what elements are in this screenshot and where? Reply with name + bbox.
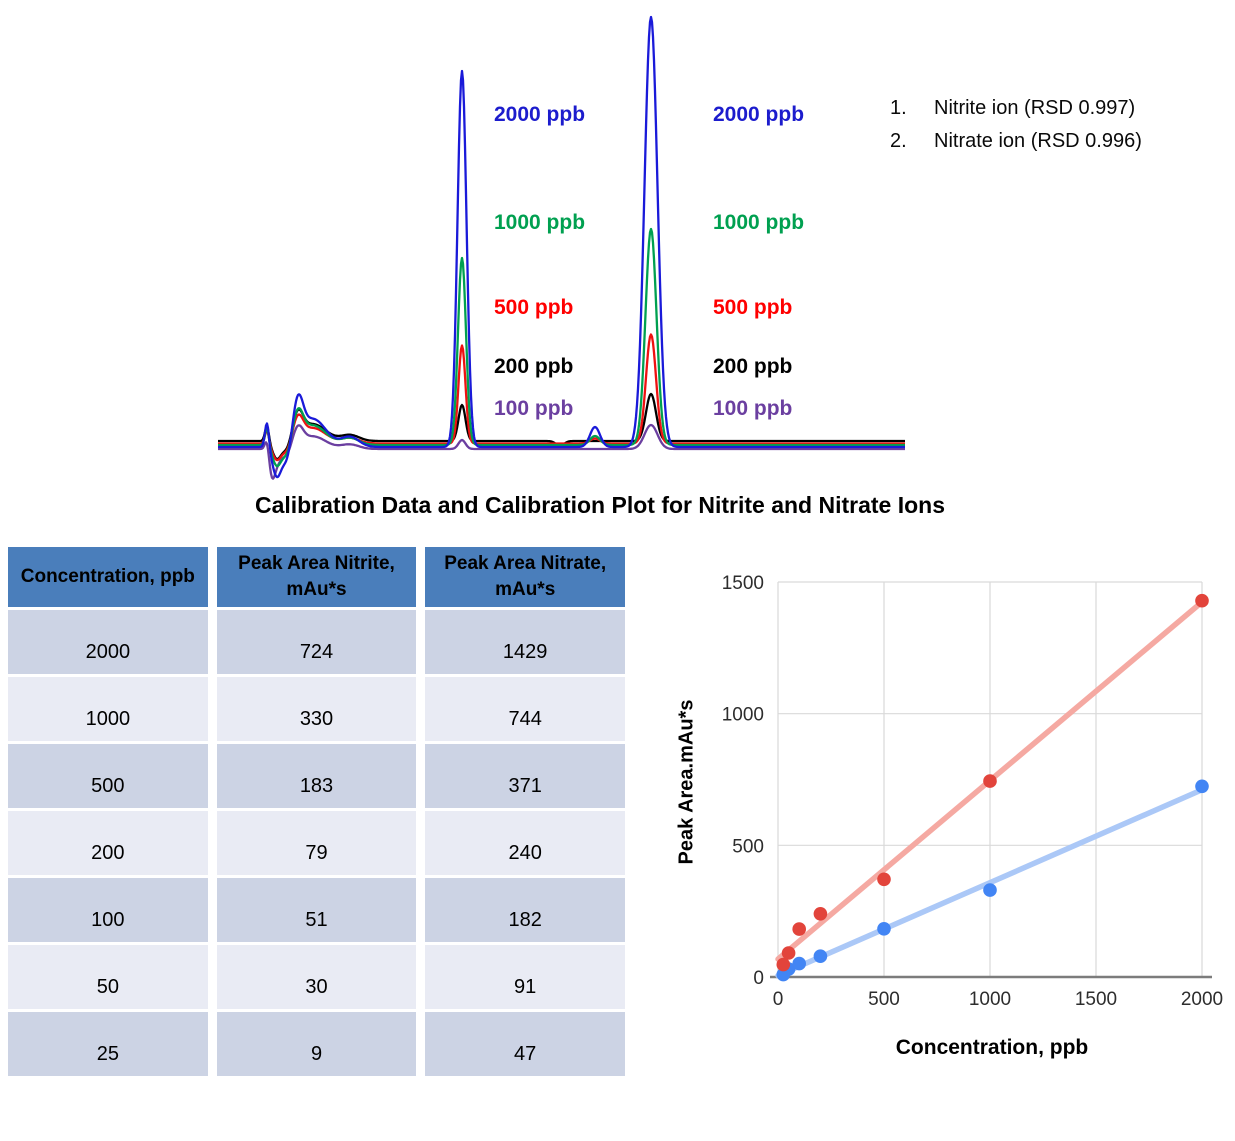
table-cell: 9 xyxy=(216,1012,417,1076)
table-row: 500 183 371 xyxy=(8,744,626,808)
table-cell: 30 xyxy=(216,945,417,1009)
table-cell: 182 xyxy=(425,878,626,942)
header-cell-concentration: Concentration, ppb xyxy=(8,547,208,607)
y-tick-label: 500 xyxy=(732,836,764,857)
chromatogram-trace-2000ppb xyxy=(217,15,906,479)
calibration-plot: 0 500 1000 1500 0 500 1000 1500 2000 Peak Area.m… xyxy=(660,560,1235,1080)
header-cell-peak-area-nitrate: Peak Area Nitrate, mAu*s xyxy=(425,547,626,607)
legend-number: 2. xyxy=(890,130,907,152)
concentration-label-right: 1000 ppb xyxy=(713,211,805,234)
table-row: 1000 330 744 xyxy=(8,677,626,741)
header-cell-peak-area-nitrite: Peak Area Nitrite, mAu*s xyxy=(216,547,417,607)
concentration-label-left: 500 ppb xyxy=(494,296,574,319)
x-tick-label: 1500 xyxy=(1075,989,1117,1010)
page-title: Calibration Data and Calibration Plot fo… xyxy=(254,492,946,518)
table-cell: 2000 xyxy=(8,610,208,674)
legend-label: Nitrate ion (RSD 0.996) xyxy=(934,130,1142,152)
table-cell: 200 xyxy=(8,811,208,875)
table-row: 25 9 47 xyxy=(8,1012,626,1076)
x-tick-label: 0 xyxy=(773,989,784,1010)
legend-label: Nitrite ion (RSD 0.997) xyxy=(934,97,1136,119)
chromatogram-panel: 1. Nitrite ion (RSD 0.997) 2. Nitrate io… xyxy=(0,0,1235,480)
table-row: 2000 724 1429 xyxy=(8,610,626,674)
concentration-label-left: 2000 ppb xyxy=(494,103,586,126)
x-axis-title: Concentration, ppb xyxy=(895,1036,1089,1059)
scatter-point-nitrite xyxy=(813,949,828,963)
table-cell: 500 xyxy=(8,744,208,808)
scatter-point-nitrate xyxy=(792,922,806,936)
table-cell: 100 xyxy=(8,878,208,942)
chromatogram-svg xyxy=(217,15,906,480)
x-tick-label: 500 xyxy=(868,989,900,1010)
concentration-label-left: 100 ppb xyxy=(494,397,574,420)
concentration-label-right: 2000 ppb xyxy=(713,103,805,126)
concentration-label-right: 500 ppb xyxy=(713,296,793,319)
y-tick-label: 0 xyxy=(753,968,764,989)
x-tick-label: 2000 xyxy=(1181,989,1223,1010)
table-cell: 51 xyxy=(216,878,417,942)
table-cell: 724 xyxy=(216,610,417,674)
legend-item-nitrite: 1. Nitrite ion (RSD 0.997) xyxy=(890,97,1142,130)
legend-item-nitrate: 2. Nitrate ion (RSD 0.996) xyxy=(890,130,1142,163)
x-tick-label: 1000 xyxy=(969,989,1011,1010)
chromatogram-trace-100ppb xyxy=(217,423,906,480)
concentration-label-right: 100 ppb xyxy=(713,397,793,420)
table-cell: 371 xyxy=(425,744,626,808)
calibration-plot-svg: 0 500 1000 1500 0 500 1000 1500 2000 xyxy=(722,573,1223,1010)
table-row: 200 79 240 xyxy=(8,811,626,875)
table-row: 50 30 91 xyxy=(8,945,626,1009)
scatter-point-nitrite xyxy=(877,922,891,936)
concentration-label-left: 200 ppb xyxy=(494,355,574,378)
table-row: 100 51 182 xyxy=(8,878,626,942)
scatter-point-nitrate xyxy=(1195,593,1209,608)
table-cell: 1429 xyxy=(425,610,626,674)
table-cell: 183 xyxy=(216,744,417,808)
scatter-point-nitrate xyxy=(877,872,891,887)
scatter-point-nitrate xyxy=(781,946,796,960)
table-cell: 50 xyxy=(8,945,208,1009)
table-cell: 47 xyxy=(425,1012,626,1076)
table-body: 2000 724 1429 1000 330 744 500 183 371 200 79 240 10… xyxy=(8,610,626,1076)
y-axis-title: Peak Area.mAu*s xyxy=(675,699,698,865)
table-cell: 91 xyxy=(425,945,626,1009)
table-cell: 25 xyxy=(8,1012,208,1076)
scatter-point-nitrite xyxy=(983,883,997,897)
concentration-label-right: 200 ppb xyxy=(713,355,793,378)
peak-legend: 1. Nitrite ion (RSD 0.997) 2. Nitrate io… xyxy=(890,97,1142,163)
y-tick-label: 1500 xyxy=(722,573,764,594)
calibration-table: Concentration, ppb Peak Area Nitrite, mA… xyxy=(8,547,626,1079)
trendline-nitrite xyxy=(775,787,1205,979)
scatter-point-nitrate xyxy=(776,957,791,972)
y-tick-label: 1000 xyxy=(722,705,764,726)
table-header-row: Concentration, ppb Peak Area Nitrite, mA… xyxy=(8,547,626,607)
scatter-point-nitrite xyxy=(792,956,806,971)
table-cell: 744 xyxy=(425,677,626,741)
table-cell: 240 xyxy=(425,811,626,875)
table-cell: 79 xyxy=(216,811,417,875)
legend-number: 1. xyxy=(890,97,907,119)
table-cell: 1000 xyxy=(8,677,208,741)
concentration-label-left: 1000 ppb xyxy=(494,211,586,234)
scatter-point-nitrate xyxy=(983,774,997,788)
scatter-point-nitrite xyxy=(1195,779,1209,794)
table-cell: 330 xyxy=(216,677,417,741)
scatter-point-nitrate xyxy=(813,907,828,921)
